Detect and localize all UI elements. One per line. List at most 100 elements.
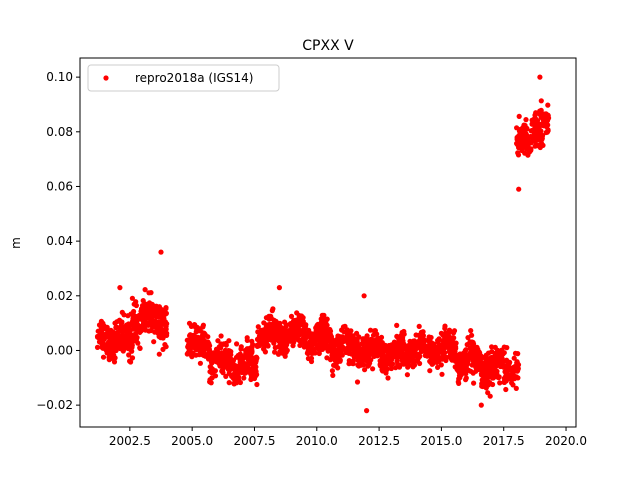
data-point — [323, 342, 329, 348]
data-point — [441, 339, 447, 345]
data-point — [145, 307, 151, 313]
data-point — [411, 362, 418, 368]
data-point — [337, 335, 343, 341]
data-point — [155, 305, 161, 311]
data-point — [394, 322, 400, 328]
data-point — [406, 345, 412, 351]
data-point — [314, 342, 320, 348]
data-point — [327, 331, 333, 338]
data-point — [142, 287, 148, 293]
data-point — [363, 349, 369, 355]
data-point — [106, 351, 112, 357]
data-point — [513, 385, 519, 391]
data-point — [516, 113, 522, 119]
data-point — [209, 375, 215, 381]
data-point — [542, 118, 549, 124]
data-point — [298, 318, 304, 324]
data-point — [123, 343, 129, 349]
data-point — [255, 324, 261, 330]
data-point — [468, 328, 474, 334]
data-point — [318, 316, 324, 322]
data-point — [527, 148, 534, 154]
data-point — [330, 372, 336, 378]
legend: repro2018a (IGS14) — [87, 64, 280, 92]
data-point — [133, 324, 139, 330]
data-point — [487, 393, 493, 399]
data-point — [124, 330, 130, 336]
data-point — [226, 380, 232, 386]
data-point — [537, 111, 543, 117]
data-point — [385, 350, 391, 356]
data-point — [348, 345, 355, 351]
data-point — [361, 293, 367, 299]
data-point — [493, 358, 499, 364]
data-point — [456, 370, 462, 376]
data-point — [534, 137, 540, 143]
data-point — [435, 348, 441, 355]
data-point — [99, 344, 105, 350]
x-tick-label: 2015.0 — [420, 434, 462, 448]
data-point — [263, 334, 269, 340]
data-point — [234, 341, 240, 347]
data-point — [231, 376, 237, 382]
data-point — [164, 332, 170, 338]
y-tick-label: 0.04 — [46, 234, 73, 248]
data-point — [100, 333, 106, 339]
data-point — [198, 341, 204, 347]
data-point — [195, 334, 201, 340]
data-point — [274, 319, 280, 326]
data-point — [105, 339, 111, 346]
data-point — [254, 381, 260, 388]
data-point — [114, 329, 120, 336]
data-point — [329, 343, 335, 349]
data-point — [200, 324, 206, 330]
data-point — [462, 348, 468, 354]
data-point — [478, 402, 484, 408]
data-point — [515, 364, 521, 370]
data-point — [472, 346, 478, 352]
data-point — [238, 346, 244, 352]
data-point — [297, 332, 303, 338]
data-point — [439, 346, 445, 352]
data-point — [454, 352, 460, 358]
data-point — [187, 333, 193, 339]
data-point — [356, 355, 362, 361]
data-point — [163, 344, 169, 350]
data-point — [131, 315, 137, 321]
legend-box — [87, 64, 280, 92]
data-point — [213, 350, 219, 356]
data-point — [433, 354, 440, 360]
data-point — [461, 367, 467, 373]
data-point — [221, 350, 228, 357]
data-point — [131, 308, 137, 315]
data-point — [290, 343, 296, 349]
data-point — [399, 336, 405, 342]
data-point — [112, 355, 118, 361]
data-point — [468, 368, 474, 374]
data-point — [115, 344, 121, 350]
data-point — [478, 372, 485, 378]
data-point — [163, 305, 169, 311]
plot-frame — [79, 57, 577, 428]
data-point — [452, 340, 458, 346]
data-point — [275, 351, 282, 357]
data-point — [429, 350, 435, 356]
data-point — [98, 339, 105, 345]
data-point — [380, 364, 386, 371]
data-point — [470, 357, 476, 363]
data-point — [145, 302, 151, 308]
data-point — [209, 360, 215, 366]
data-point — [138, 306, 145, 312]
legend-marker — [103, 75, 109, 81]
chart-title: CPXX V — [302, 38, 354, 54]
data-point — [450, 335, 456, 341]
data-point — [435, 337, 441, 344]
data-point — [404, 372, 410, 378]
data-point — [370, 350, 376, 356]
data-point — [473, 368, 479, 374]
data-point — [516, 145, 522, 151]
data-point — [520, 125, 526, 131]
data-point — [338, 343, 345, 349]
data-point — [342, 346, 348, 352]
